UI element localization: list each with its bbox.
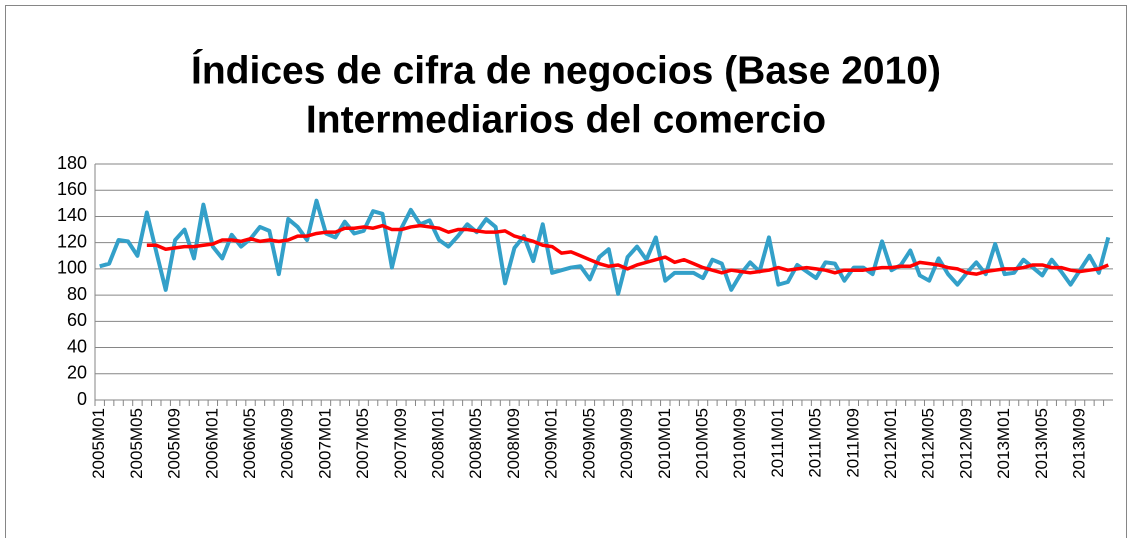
x-tick-label: 2005M05 xyxy=(127,408,146,479)
y-tick-label: 140 xyxy=(57,205,87,225)
x-tick-label: 2012M05 xyxy=(919,408,938,479)
x-tick-label: 2011M05 xyxy=(806,408,825,478)
x-tick-label: 2010M09 xyxy=(730,408,749,479)
x-tick-label: 2011M09 xyxy=(843,408,862,478)
chart-title: Índices de cifra de negocios (Base 2010) xyxy=(191,48,941,92)
y-tick-label: 180 xyxy=(57,153,87,173)
x-tick-label: 2012M09 xyxy=(956,408,975,479)
x-tick-label: 2009M01 xyxy=(542,408,561,479)
chart-title: Intermediarios del comercio xyxy=(306,98,826,141)
y-tick-label: 60 xyxy=(67,310,87,330)
x-tick-label: 2009M05 xyxy=(579,408,598,479)
x-tick-label: 2013M09 xyxy=(1069,408,1088,479)
x-tick-label: 2007M01 xyxy=(315,408,334,479)
x-tick-label: 2013M01 xyxy=(994,408,1013,479)
x-tick-label: 2007M09 xyxy=(391,408,410,479)
y-tick-label: 20 xyxy=(67,363,87,383)
y-tick-label: 0 xyxy=(77,389,87,409)
y-tick-label: 100 xyxy=(57,258,87,278)
y-tick-label: 160 xyxy=(57,179,87,199)
x-tick-label: 2008M05 xyxy=(466,408,485,479)
x-tick-label: 2006M05 xyxy=(240,408,259,479)
x-tick-label: 2005M01 xyxy=(89,408,108,479)
x-tick-label: 2005M09 xyxy=(165,408,184,479)
x-tick-label: 2007M05 xyxy=(353,408,372,479)
x-tick-label: 2010M05 xyxy=(692,408,711,479)
x-tick-label: 2008M09 xyxy=(504,408,523,479)
y-tick-label: 120 xyxy=(57,231,87,251)
x-tick-label: 2008M01 xyxy=(429,408,448,479)
x-tick-label: 2006M09 xyxy=(278,408,297,479)
y-tick-label: 80 xyxy=(67,284,87,304)
x-tick-label: 2013M05 xyxy=(1032,408,1051,479)
x-tick-label: 2006M01 xyxy=(202,408,221,479)
y-tick-label: 40 xyxy=(67,336,87,356)
x-tick-label: 2011M01 xyxy=(768,408,787,478)
x-tick-label: 2009M09 xyxy=(617,408,636,479)
series-line xyxy=(146,223,1109,276)
series-line xyxy=(99,198,1111,296)
chart-border xyxy=(5,5,1127,538)
x-tick-label: 2010M01 xyxy=(655,408,674,479)
x-tick-label: 2012M01 xyxy=(881,408,900,479)
